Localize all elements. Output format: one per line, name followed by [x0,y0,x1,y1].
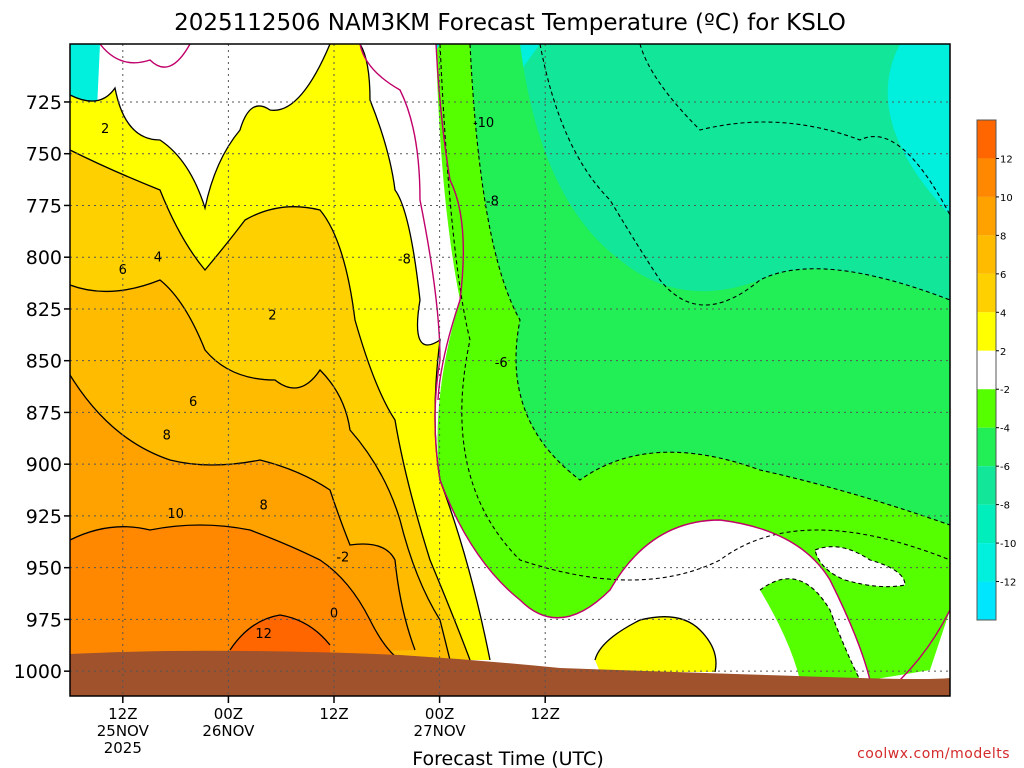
temp-band-12-plus [230,615,330,660]
colorbar-label: -4 [1000,424,1010,435]
contour-label: 12 [255,627,272,642]
colorbar-segment [977,389,996,428]
contour-line [359,44,871,681]
x-tick-label: 00Z [214,705,243,723]
y-tick-label: 850 [26,351,62,373]
contour-label: 8 [259,499,267,514]
y-tick-label: 800 [26,247,62,269]
x-tick-label: 2025 [104,739,142,757]
colorbar-segment [977,466,996,505]
grid-lines [70,44,950,696]
contour-line [594,616,717,673]
colorbar-label: -12 [1000,578,1016,589]
contour-line [639,44,950,216]
x-tick-label: 12Z [531,705,560,723]
contour-line [70,149,471,661]
contour-label: -6 [495,356,508,371]
y-tick-label: 900 [26,454,62,476]
plot-fill-area [70,44,950,696]
x-tick-label: 12Z [108,705,137,723]
colorbar-segment [977,581,996,620]
y-tick-label: 1000 [14,661,62,683]
colorbar-segment [977,427,996,467]
contour-label: -8 [398,252,411,267]
contour-line [814,546,906,588]
temp-band-10-to-12 [70,525,400,660]
y-tick-label: 950 [26,558,62,580]
x-axis-label: Forecast Time (UTC) [412,748,603,768]
temp-band-minus-2-island [760,578,860,680]
colorbar-segment [977,158,996,197]
contour-line [899,609,950,681]
colorbar-segment [977,196,996,236]
colorbar-label: 2 [1000,347,1006,358]
contour-line [759,578,861,681]
contour-label: 8 [163,428,171,443]
contour-line [70,44,331,211]
colorbar-label: 10 [1000,193,1013,204]
y-tick-label: 725 [26,92,62,114]
colorbar-label: -8 [1000,501,1010,512]
contour-label: 2 [268,308,276,323]
colorbar: 12 10 8 6 4 2 -2 -4 -6 -8 -10 -12 [976,119,1016,621]
contour-line [359,44,491,661]
temp-band-yellow-lobe [595,616,716,672]
contour-label: 0 [330,606,338,621]
contour-line [469,44,950,526]
contour-line [229,614,331,651]
warm-contours [70,44,717,673]
y-tick-label: 875 [26,402,62,424]
plot-frame [69,43,951,697]
colorbar-segment [977,235,996,274]
contour-label: 6 [189,395,197,410]
contour-label: -2 [336,550,349,565]
y-axis: 725 750 775 800 825 850 875 900 925 950 975 1000 [14,92,70,683]
contour-line [99,44,191,68]
colorbar-segment [977,504,996,544]
colorbar-label: 4 [1000,308,1006,319]
y-tick-label: 775 [26,195,62,217]
colorbar-segment [977,312,996,351]
chart-title: 2025112506 NAM3KM Forecast Temperature (… [174,10,846,36]
colorbar-label: 8 [1000,231,1006,242]
contour-line [70,374,416,651]
contour-line [439,44,950,581]
colorbar-label: 12 [1000,154,1013,165]
y-tick-label: 750 [26,144,62,166]
y-tick-label: 975 [26,609,62,631]
colorbar-segment [977,350,996,390]
colorbar-segment [977,273,996,313]
contour-label: -8 [486,194,499,209]
x-tick-label: 25NOV [97,722,150,740]
contour-line [70,279,451,661]
y-tick-label: 925 [26,506,62,528]
colorbar-segment [977,120,996,159]
colorbar-segment [977,543,996,582]
contour-label: -10 [473,116,494,131]
x-tick-label: 12Z [319,705,348,723]
x-tick-label: 27NOV [414,722,467,740]
colorbar-label: -6 [1000,462,1010,473]
colorbar-label: 6 [1000,270,1006,281]
temp-band-white-pocket [815,546,905,587]
contour-line [70,524,401,661]
contour-line [435,44,465,401]
cold-contours [439,44,950,681]
contour-label: 2 [101,122,109,137]
contour-label: 6 [119,263,127,278]
contour-label: 10 [167,507,184,522]
contour-label: 4 [154,250,162,265]
y-tick-label: 825 [26,299,62,321]
x-tick-label: 00Z [425,705,454,723]
x-tick-label: 26NOV [202,722,255,740]
colorbar-label: -2 [1000,385,1010,396]
colorbar-frame [976,119,997,621]
source-credit: coolwx.com/modelts [857,746,1010,762]
contour-labels: 2 4 6 8 10 6 8 2 12 0 -2 -10 -8 -8 -6 [101,116,508,642]
colorbar-label: -10 [1000,539,1016,550]
terrain-fill [70,650,950,696]
freezing-contours [99,44,950,681]
